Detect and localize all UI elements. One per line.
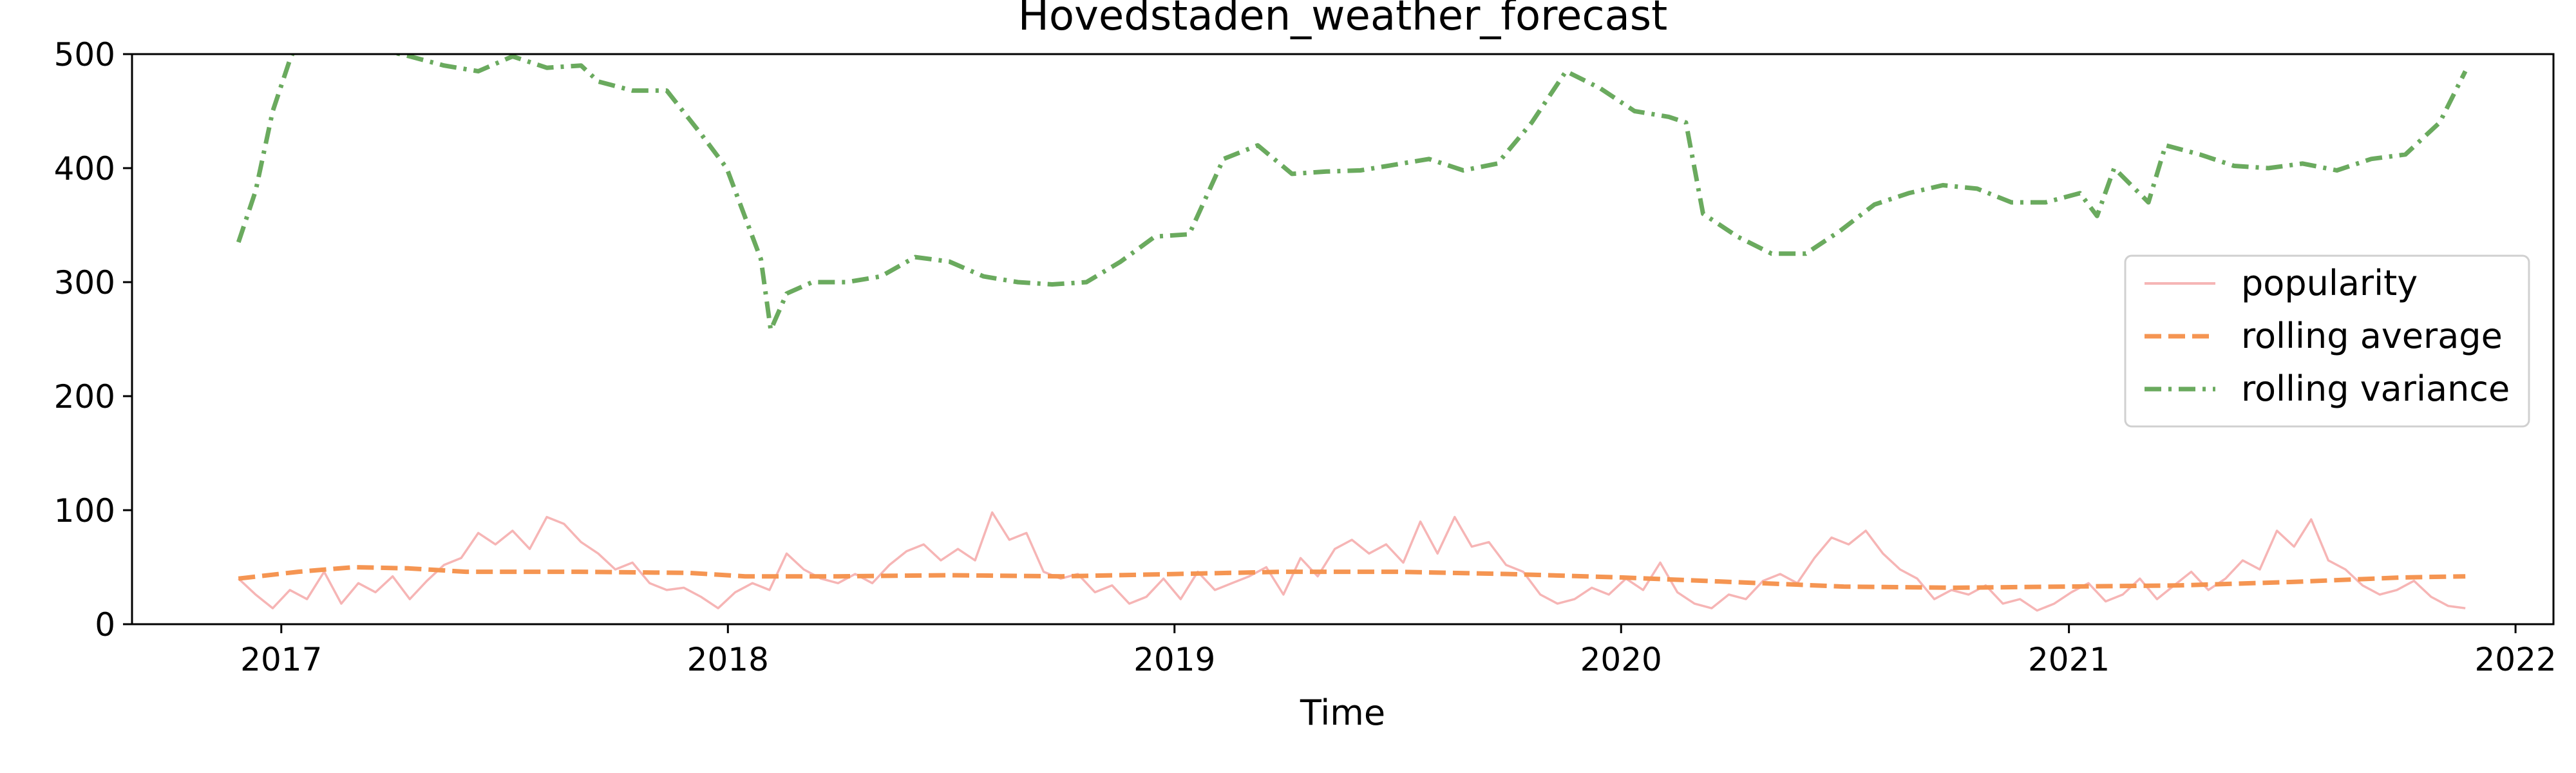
y-tick-label: 200 — [54, 378, 115, 415]
series-line-rolling-average — [238, 565, 2466, 590]
y-tick-label: 0 — [95, 606, 115, 644]
legend-label-popularity: popularity — [2241, 263, 2418, 303]
series-layer — [236, 54, 2468, 612]
series-line-rolling-variance — [236, 54, 2468, 332]
y-tick-label: 400 — [54, 150, 115, 187]
x-tick-label: 2020 — [1580, 641, 1662, 678]
y-axis-ticks: 0 100 200 300 400 500 — [54, 36, 132, 644]
y-tick-label: 100 — [54, 492, 115, 530]
y-tick-label: 500 — [54, 36, 115, 73]
x-tick-label: 2018 — [687, 641, 769, 678]
chart-title: Hovedstaden_weather_forecast — [1018, 0, 1667, 40]
x-axis-ticks: 2017 2018 2019 2020 2021 2022 — [240, 624, 2557, 678]
series-line-popularity — [238, 511, 2466, 612]
legend-label-rolling-variance: rolling variance — [2241, 368, 2510, 409]
y-tick-label: 300 — [54, 264, 115, 301]
x-tick-label: 2021 — [2028, 641, 2110, 678]
x-tick-label: 2022 — [2474, 641, 2556, 678]
x-tick-label: 2017 — [240, 641, 322, 678]
x-axis-title: Time — [1300, 692, 1385, 733]
legend-label-rolling-average: rolling average — [2241, 316, 2503, 356]
legend: popularity rolling average rolling varia… — [2124, 254, 2530, 428]
legend-box — [2124, 254, 2530, 428]
x-tick-label: 2019 — [1133, 641, 1215, 678]
plot-area-frame — [131, 53, 2555, 625]
